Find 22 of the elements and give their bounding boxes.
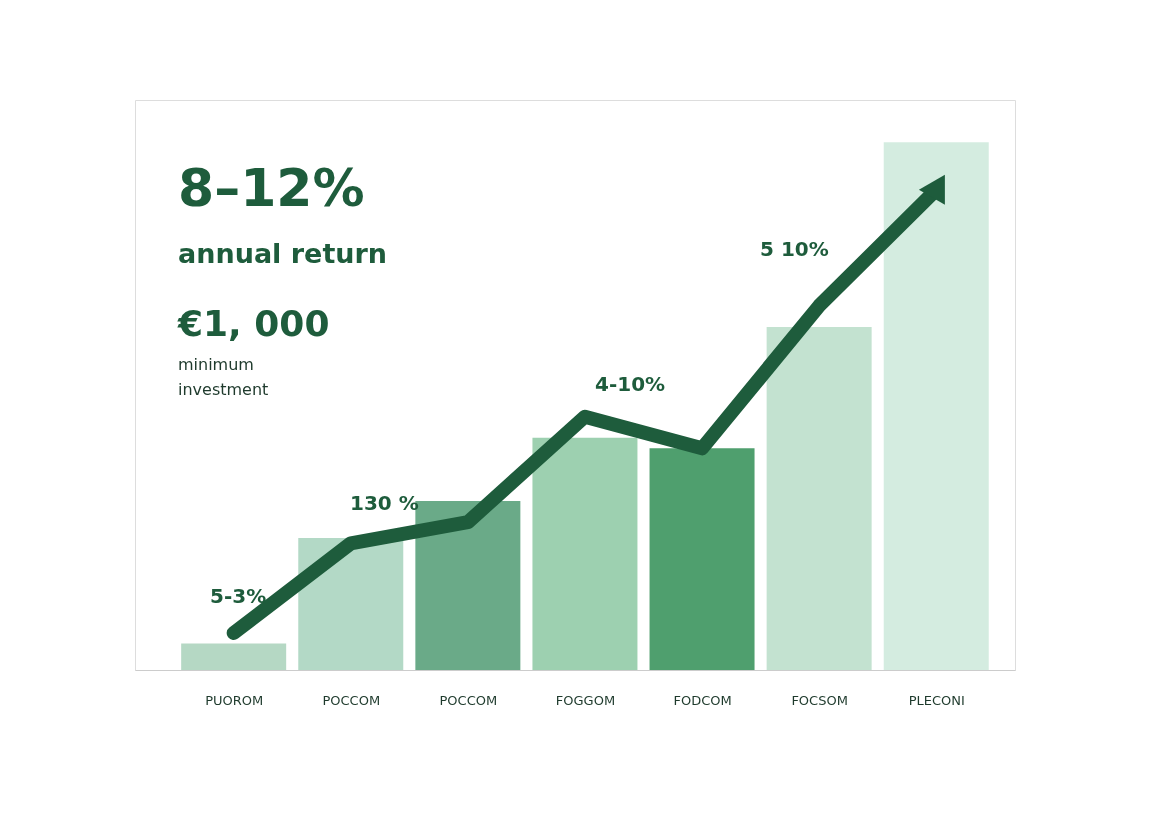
annotation: 4-10% [595,372,666,396]
annotation: 130 % [350,491,419,515]
bar [298,538,404,670]
x-tick-label: PUOROM [205,692,264,708]
x-tick-label: POCCOM [439,692,498,708]
annotation: 5-3% [210,584,267,608]
x-tick-label: POCCOM [322,692,381,708]
x-tick-label: FOGGOM [555,692,616,708]
x-tick-label: PLECONI [908,692,965,708]
bar [883,142,989,670]
annotation: annual return [178,238,388,269]
annotation: €1, 000 [177,303,330,344]
bar [181,643,287,670]
bar [766,326,872,670]
annotation: minimum [178,355,254,374]
bar [649,448,755,670]
x-tick-label: FOCSOM [791,692,848,708]
bar [532,437,638,670]
annotation: 8–12% [178,158,365,218]
annotation: investment [178,380,269,399]
annotation: 5 10% [760,237,829,261]
x-tick-label: FODCOM [673,692,732,708]
